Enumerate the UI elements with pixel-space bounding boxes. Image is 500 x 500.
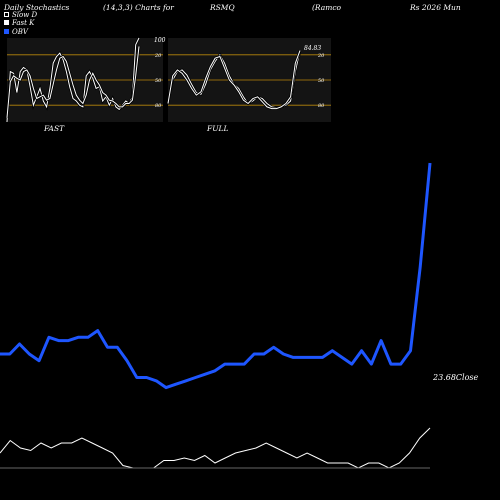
full-stochastic-panel: 80 50 20 84.83 FULL [166,38,331,133]
fast-value-label: 100 [154,37,166,44]
chart-title-part-2: (14,3,3) Charts for [103,3,174,12]
fast-fast-k-line [6,37,140,123]
legend-label-obv: OBV [12,27,28,36]
legend-label-slow-d: Slow D [12,11,38,19]
obv-line [0,162,432,390]
full-panel-label: FULL [206,124,229,133]
chart-title-part-5: Rs 2026 Mun [410,3,461,12]
chart-title-part-3: RSMQ [210,3,235,12]
close-value-label: 23.68Close [432,373,479,382]
fast-panel-label: FAST [43,124,65,133]
full-fast-k-line [167,50,301,110]
legend-swatch-fast-k [4,20,9,26]
fast-slow-d-line [6,46,140,118]
full-tick-label-80: 20 [317,53,325,59]
chart-title-part-1: Daily Stochastics [4,3,70,12]
legend-item-slow-d: Slow D [4,11,37,19]
close-price-line [0,427,431,469]
legend-item-obv: OBV [4,28,37,36]
fast-stochastic-panel: 80 50 20 100 FAST [5,37,166,133]
full-tick-label-20: 80 [318,103,325,109]
full-tick-label-50: 50 [318,78,325,84]
full-value-label: 84.83 [304,45,321,52]
legend: Slow D Fast K OBV [4,11,37,36]
legend-swatch-obv [4,28,9,34]
chart-title-part-4: (Ramco [312,3,342,12]
obv-panel: 23.68Close [0,162,479,469]
fast-tick-label-50: 50 [155,78,162,84]
legend-swatch-slow-d [4,12,9,17]
fast-tick-label-20: 80 [155,103,162,109]
fast-tick-label-80: 20 [154,53,162,59]
legend-label-fast-k: Fast K [12,19,35,28]
legend-item-fast-k: Fast K [4,19,37,27]
